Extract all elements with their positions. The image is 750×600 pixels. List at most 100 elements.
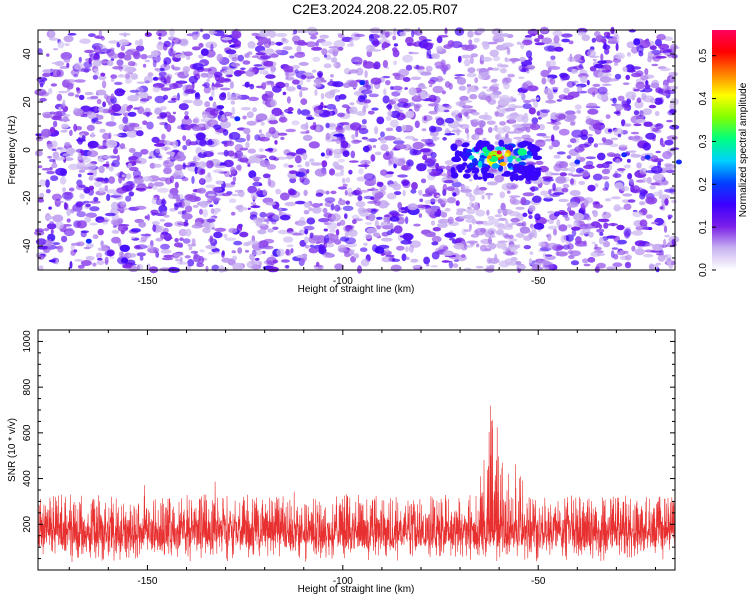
- heatmap-cell: [485, 43, 490, 48]
- heatmap-cell: [412, 265, 421, 268]
- heatmap-cell: [438, 165, 446, 170]
- heatmap-cell: [285, 128, 297, 133]
- heatmap-cell: [612, 173, 622, 179]
- heatmap-cell: [51, 163, 58, 169]
- heatmap-cell: [92, 262, 97, 267]
- heatmap-cell: [613, 128, 624, 137]
- heatmap-cell: [622, 193, 633, 197]
- heatmap-cell: [435, 162, 440, 171]
- heatmap-cell: [390, 264, 402, 272]
- heatmap-cell: [184, 255, 191, 259]
- heatmap-hotspot-cell: [450, 166, 456, 175]
- heatmap-hotspot-cell: [464, 169, 471, 174]
- heatmap-cell: [437, 198, 443, 204]
- heatmap-cell: [396, 245, 405, 251]
- heatmap-cell: [235, 164, 242, 171]
- heatmap-cell: [213, 208, 221, 213]
- heatmap-cell: [159, 67, 165, 72]
- heatmap-cell: [151, 50, 159, 58]
- heatmap-cell: [222, 129, 229, 136]
- heatmap-cell: [594, 31, 601, 37]
- heatmap-cell: [327, 122, 337, 130]
- heatmap-cell: [486, 265, 490, 269]
- heatmap-cell: [76, 201, 86, 206]
- heatmap-cell: [382, 41, 389, 49]
- heatmap-cell: [453, 242, 465, 250]
- heatmap-cell: [604, 181, 610, 190]
- heatmap-cell: [66, 82, 74, 90]
- heatmap-cell: [546, 242, 559, 250]
- heatmap-cell: [561, 33, 573, 38]
- heatmap-cell: [301, 177, 310, 186]
- heatmap-cell: [347, 187, 353, 193]
- heatmap-cell: [92, 234, 99, 240]
- heatmap-cell: [249, 83, 255, 90]
- y-tick-label: 400: [22, 470, 33, 487]
- heatmap-cell: [422, 39, 432, 42]
- colorbar-tick-label: 0.2: [698, 177, 709, 191]
- heatmap-cell: [106, 193, 111, 201]
- heatmap-cell: [67, 32, 77, 36]
- heatmap-cell: [304, 245, 310, 249]
- heatmap-cell: [529, 251, 534, 255]
- y-tick-label: 0: [22, 147, 33, 153]
- heatmap-cell: [79, 193, 85, 200]
- heatmap-cell: [211, 227, 216, 230]
- heatmap-cell: [342, 183, 348, 187]
- heatmap-cell: [423, 256, 430, 265]
- heatmap-cell: [322, 207, 328, 214]
- heatmap-cell: [87, 140, 99, 149]
- heatmap-cell: [60, 103, 66, 108]
- heatmap-cell: [464, 44, 475, 51]
- heatmap-cell: [633, 38, 641, 46]
- heatmap-cell: [90, 132, 95, 138]
- heatmap-cell: [478, 72, 486, 80]
- heatmap-cell: [300, 123, 309, 130]
- heatmap-cell: [496, 229, 505, 236]
- colorbar-tick-label: 0.1: [698, 220, 709, 234]
- heatmap-cell: [300, 109, 311, 116]
- heatmap-cell: [202, 151, 214, 158]
- heatmap-cell: [548, 218, 555, 224]
- heatmap-cell: [39, 179, 46, 187]
- heatmap-cell: [177, 261, 189, 265]
- heatmap-cell: [52, 214, 64, 223]
- heatmap-cell: [401, 124, 407, 132]
- heatmap-cell: [248, 170, 257, 179]
- heatmap-cell: [510, 217, 520, 223]
- heatmap-cell: [598, 224, 603, 230]
- heatmap-cell: [304, 236, 309, 244]
- heatmap-cell: [48, 29, 56, 38]
- heatmap-cell: [630, 185, 641, 194]
- heatmap-cell: [110, 93, 115, 99]
- heatmap-cell: [393, 27, 397, 36]
- heatmap-cell: [444, 160, 454, 166]
- heatmap-cell: [363, 195, 374, 200]
- heatmap-cell: [394, 191, 402, 196]
- heatmap-cell: [468, 178, 473, 182]
- heatmap-cell: [567, 243, 574, 250]
- heatmap-cell: [283, 163, 290, 168]
- heatmap-cell: [384, 31, 390, 38]
- heatmap-cell: [300, 98, 308, 105]
- heatmap-cell: [330, 57, 338, 63]
- heatmap-cell: [356, 111, 366, 116]
- heatmap-hotspot-cell: [462, 142, 470, 147]
- heatmap-cell: [599, 76, 612, 83]
- heatmap-cell: [285, 265, 290, 269]
- heatmap-cell: [422, 115, 433, 122]
- heatmap-cell: [404, 135, 415, 140]
- heatmap-cell: [263, 60, 275, 67]
- heatmap-cell: [635, 81, 645, 90]
- heatmap-cell: [405, 64, 413, 71]
- heatmap-cell: [466, 72, 477, 78]
- heatmap-cell: [163, 233, 172, 242]
- heatmap-cell: [147, 72, 154, 77]
- heatmap-cell: [251, 192, 258, 200]
- heatmap-cell: [643, 121, 653, 127]
- heatmap-cell: [630, 131, 640, 135]
- heatmap-cell: [318, 218, 330, 223]
- heatmap-cell: [51, 61, 60, 65]
- heatmap-cell: [300, 74, 307, 80]
